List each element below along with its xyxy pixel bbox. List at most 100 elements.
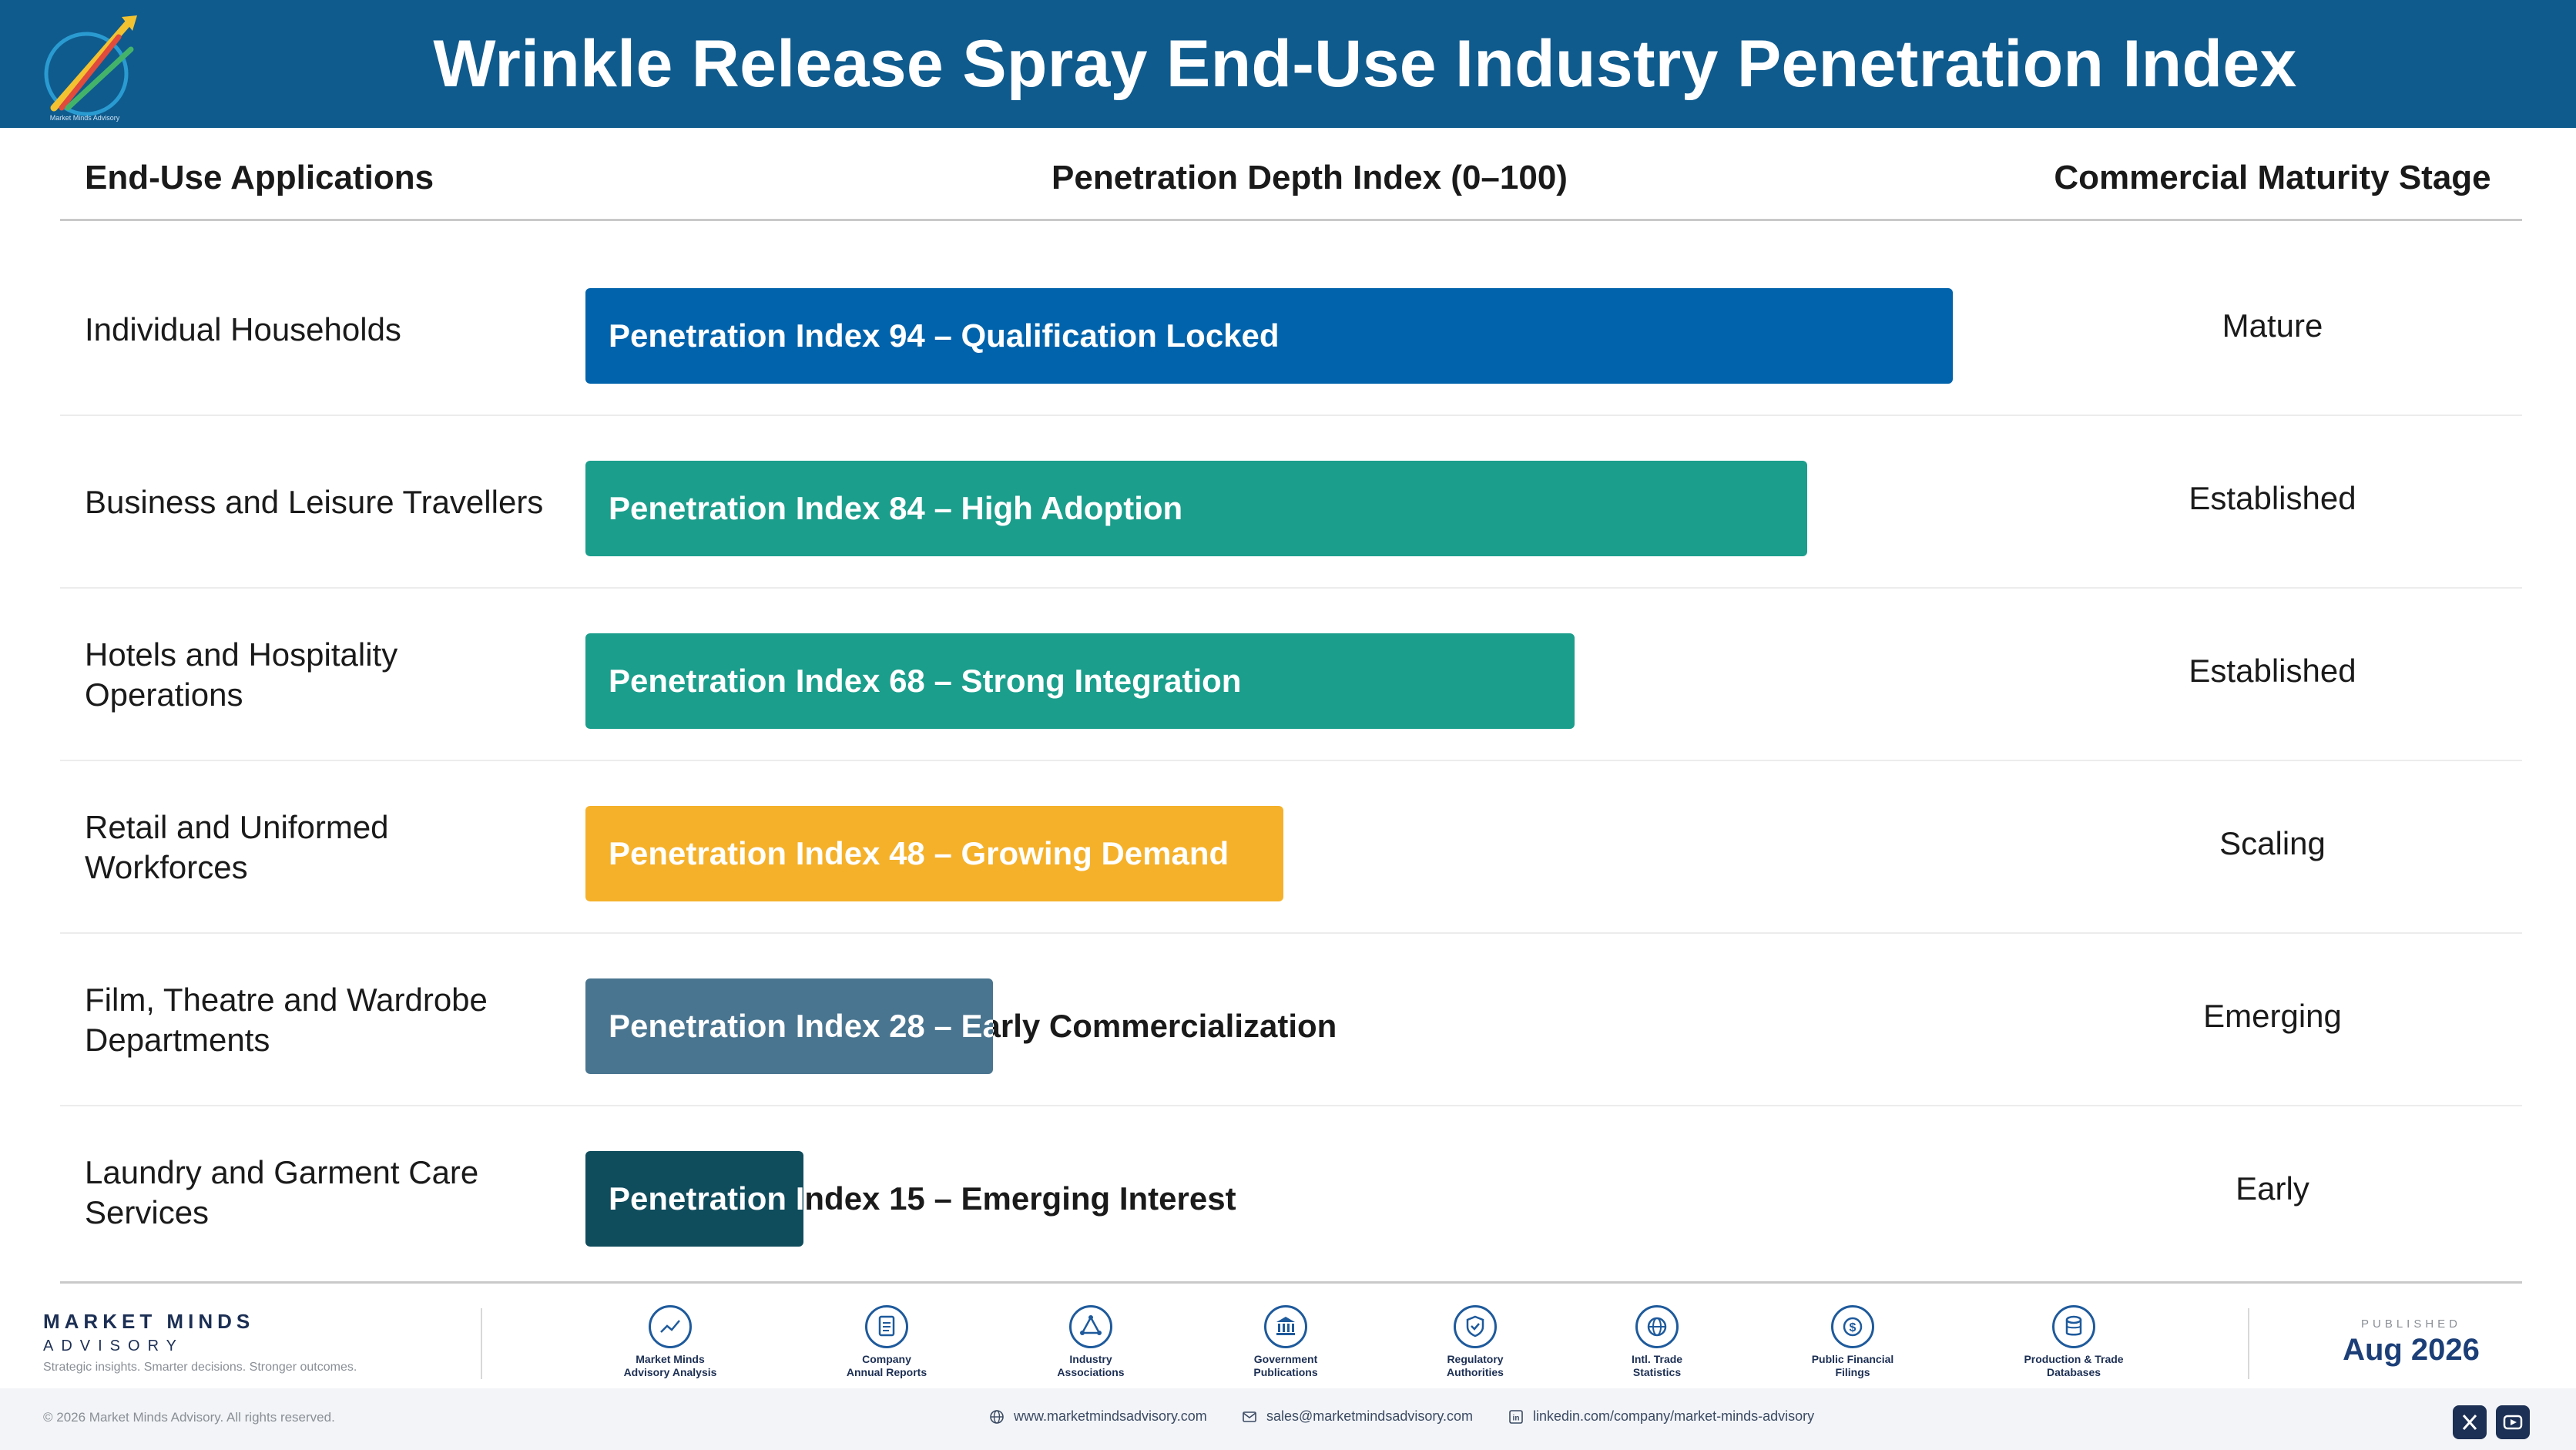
category-label: Business and Leisure Travellers <box>85 484 544 520</box>
bar-label: Penetration Index 48 – Growing Demand <box>609 835 1229 871</box>
x-social-icon[interactable] <box>2453 1405 2487 1439</box>
database-icon <box>2052 1305 2095 1348</box>
mail-icon <box>1242 1409 1257 1425</box>
youtube-social-icon[interactable] <box>2496 1405 2530 1439</box>
row-divider <box>60 932 2522 934</box>
linkedin-link[interactable]: in linkedin.com/company/market-minds-adv… <box>1508 1408 1814 1425</box>
chart-row: Laundry and Garment Care Services Penetr… <box>0 1106 2576 1284</box>
copyright-text: © 2026 Market Minds Advisory. All rights… <box>43 1410 335 1425</box>
maturity-stage: Established <box>2189 653 2356 689</box>
source-label: Databases <box>2046 1366 2101 1378</box>
dollar-icon: $ <box>1831 1305 1874 1348</box>
source-label: Industry <box>1069 1353 1112 1365</box>
svg-text:$: $ <box>1850 1321 1857 1334</box>
bar <box>585 978 993 1074</box>
header-divider <box>60 219 2522 221</box>
government-building-icon <box>1264 1305 1307 1348</box>
email-link[interactable]: sales@marketmindsadvisory.com <box>1242 1408 1473 1425</box>
source-trade-statistics: Intl. Trade Statistics <box>1572 1305 1742 1379</box>
source-industry-associations: Industry Associations <box>1006 1305 1176 1379</box>
bar-label: Penetration Index 28 – Early Commerciali… <box>609 978 1337 1074</box>
chart-rows: Individual Households Penetration Index … <box>0 243 2576 1284</box>
published-label: PUBLISHED <box>2360 1317 2462 1331</box>
maturity-stage: Established <box>2189 480 2356 516</box>
category-label: Film, Theatre and Wardrobe Departments <box>85 982 488 1058</box>
column-header-penetration-index: Penetration Depth Index (0–100) <box>1052 159 1568 196</box>
source-label: Company <box>862 1353 911 1365</box>
chart-row: Retail and Uniformed Workforces Penetrat… <box>0 761 2576 934</box>
website-link[interactable]: www.marketmindsadvisory.com <box>989 1408 1207 1425</box>
brand-subtitle: ADVISORY <box>43 1338 184 1354</box>
source-market-minds-analysis: Market Minds Advisory Analysis <box>585 1305 755 1379</box>
maturity-stage: Emerging <box>2203 998 2342 1034</box>
globe-icon <box>989 1409 1005 1425</box>
row-divider <box>60 1281 2522 1284</box>
maturity-stage: Scaling <box>2219 825 2326 861</box>
row-divider <box>60 415 2522 416</box>
maturity-stage: Early <box>2236 1170 2309 1207</box>
footer-divider <box>2248 1308 2249 1379</box>
source-label: Public Financial <box>1811 1353 1894 1365</box>
document-icon <box>865 1305 908 1348</box>
company-logo: Market Minds Advisory <box>39 9 154 123</box>
bar-label: Penetration Index 84 – High Adoption <box>609 490 1183 526</box>
source-label: Market Minds <box>636 1353 705 1365</box>
category-label: Individual Households <box>85 311 401 347</box>
chart-row: Hotels and Hospitality Operations Penetr… <box>0 589 2576 761</box>
bar <box>585 1151 803 1247</box>
source-label: Government <box>1253 1353 1318 1365</box>
source-label: Intl. Trade <box>1631 1353 1683 1365</box>
bar-label: Penetration Index 15 – Emerging Interest <box>609 1151 1236 1247</box>
chart-row: Individual Households Penetration Index … <box>0 243 2576 416</box>
source-label: Filings <box>1835 1366 1870 1378</box>
linkedin-text: linkedin.com/company/market-minds-adviso… <box>1533 1408 1815 1424</box>
footer-divider <box>481 1308 482 1379</box>
source-label: Publications <box>1253 1366 1318 1378</box>
bar-label: Penetration Index 68 – Strong Integratio… <box>609 663 1242 699</box>
bar <box>585 461 1807 556</box>
source-label: Advisory Analysis <box>623 1366 717 1378</box>
source-regulatory-authorities: Regulatory Authorities <box>1390 1305 1560 1379</box>
page-title: Wrinkle Release Spray End-Use Industry P… <box>433 27 2297 101</box>
source-label: Production & Trade <box>2024 1353 2124 1365</box>
source-company-reports: Company Annual Reports <box>802 1305 971 1379</box>
network-icon <box>1069 1305 1112 1348</box>
row-divider <box>60 760 2522 761</box>
source-financial-filings: $ Public Financial Filings <box>1768 1305 1937 1379</box>
category-label: Retail and Uniformed Workforces <box>85 809 389 885</box>
bar <box>585 806 1283 901</box>
chart-row: Business and Leisure Travellers Penetrat… <box>0 416 2576 589</box>
footer: MARKET MINDS ADVISORY Strategic insights… <box>0 1294 2576 1450</box>
source-government-publications: Government Publications <box>1201 1305 1370 1379</box>
globe-icon <box>1635 1305 1679 1348</box>
svg-text:in: in <box>1513 1414 1520 1422</box>
brand-tagline: Strategic insights. Smarter decisions. S… <box>43 1361 357 1374</box>
published-date: Aug 2026 <box>2343 1333 2480 1367</box>
svg-text:Market Minds Advisory: Market Minds Advisory <box>50 114 120 122</box>
source-label: Statistics <box>1632 1366 1682 1378</box>
row-divider <box>60 1105 2522 1106</box>
maturity-stage: Mature <box>2222 307 2323 344</box>
source-label: Annual Reports <box>846 1366 927 1378</box>
source-label: Authorities <box>1447 1366 1504 1378</box>
bar <box>585 288 1953 384</box>
brand-name: MARKET MINDS <box>43 1310 255 1333</box>
email-text: sales@marketmindsadvisory.com <box>1266 1408 1474 1424</box>
header-banner: Market Minds Advisory Wrinkle Release Sp… <box>0 0 2576 128</box>
column-header-maturity-stage: Commercial Maturity Stage <box>2054 159 2491 196</box>
bar-label: Penetration Index 94 – Qualification Loc… <box>609 317 1280 354</box>
category-label: Hotels and Hospitality Operations <box>85 636 398 713</box>
line-chart-icon <box>649 1305 692 1348</box>
footer-bottom-bar: © 2026 Market Minds Advisory. All rights… <box>0 1388 2576 1450</box>
source-label: Associations <box>1057 1366 1125 1378</box>
source-production-databases: Production & Trade Databases <box>1989 1305 2158 1379</box>
shield-icon <box>1454 1305 1497 1348</box>
column-header-applications: End-Use Applications <box>85 159 434 196</box>
bar <box>585 633 1575 729</box>
chart-row: Film, Theatre and Wardrobe Departments P… <box>0 934 2576 1106</box>
website-text: www.marketmindsadvisory.com <box>1014 1408 1207 1424</box>
row-divider <box>60 587 2522 589</box>
linkedin-icon: in <box>1508 1409 1524 1425</box>
source-label: Regulatory <box>1447 1353 1504 1365</box>
category-label: Laundry and Garment Care Services <box>85 1154 479 1230</box>
